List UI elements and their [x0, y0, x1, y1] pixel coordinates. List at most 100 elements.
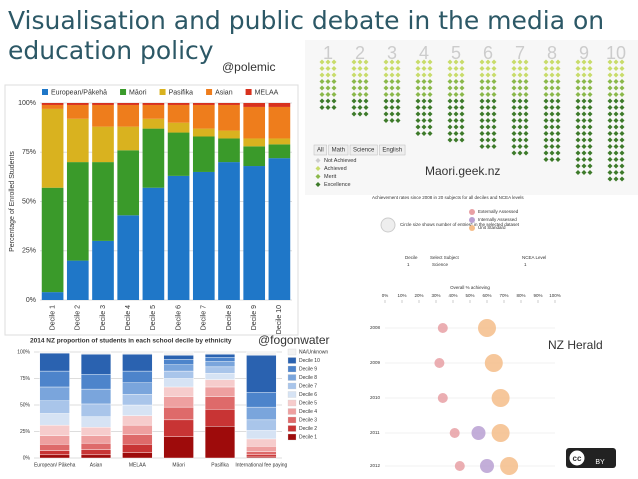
- dot-decor: [491, 59, 497, 65]
- tab[interactable]: Math: [332, 148, 345, 154]
- dot-decor: [607, 150, 613, 156]
- dot-decor: [613, 131, 619, 136]
- legend-label: Decile 4: [299, 409, 317, 415]
- dot-decor: [459, 66, 465, 71]
- bar-segment: [66, 118, 89, 163]
- dot-decor: [587, 137, 593, 143]
- tab-box: [328, 144, 349, 156]
- y-tick-label: 2011: [370, 430, 380, 435]
- dot-decor: [459, 137, 465, 143]
- dot-decor: [319, 79, 325, 84]
- dot-decor: [383, 111, 389, 117]
- dot-decor: [555, 118, 561, 123]
- legend-swatch: [120, 89, 127, 95]
- dot-decor: [517, 92, 523, 97]
- annotation: NZ Herald: [548, 338, 603, 352]
- dot-decor: [607, 59, 613, 65]
- dot: [480, 459, 494, 473]
- dot-decor: [613, 105, 619, 110]
- dot-decor: [383, 59, 389, 65]
- dot-decor: [485, 92, 491, 97]
- dot-decor: [453, 111, 459, 117]
- dot-decor: [607, 163, 613, 169]
- bar-segment: [122, 382, 153, 395]
- dot-decor: [543, 72, 549, 78]
- dot-decor: [453, 92, 459, 97]
- dot-decor: [575, 79, 581, 84]
- dot-decor: [459, 79, 465, 84]
- dot-decor: [549, 137, 555, 143]
- dot-decor: [479, 137, 485, 143]
- dot: [437, 323, 448, 333]
- dot-decor: [415, 79, 421, 84]
- dot-decor: [523, 111, 529, 117]
- dot-decor: [575, 118, 581, 123]
- dot-decor: [549, 105, 555, 110]
- chart-title: 2014 NZ proportion of students in each s…: [30, 338, 232, 345]
- y-tick-label: 100%: [17, 349, 30, 355]
- dot-decor: [549, 79, 555, 84]
- dot-decor: [351, 105, 357, 110]
- legend-marker: [315, 158, 321, 163]
- dot-decor: [479, 79, 485, 84]
- dot-decor: [453, 98, 459, 104]
- dot-decor: [555, 105, 561, 110]
- dot-decor: [427, 111, 433, 117]
- x-tick-label: 100%: [549, 293, 561, 298]
- column-label: 9: [579, 43, 589, 63]
- x-tick-label: 70%: [499, 293, 508, 298]
- dot-decor: [555, 92, 561, 97]
- dot-decor: [511, 79, 517, 84]
- dot-decor: [331, 79, 337, 84]
- dot-decor: [619, 66, 625, 71]
- dot-decor: [479, 66, 485, 71]
- dot-decor: [555, 131, 561, 136]
- dot-decor: [613, 150, 619, 156]
- dot-decor: [331, 85, 337, 91]
- dot-decor: [491, 111, 497, 117]
- dot-decor: [549, 111, 555, 117]
- dot-decor: [357, 92, 363, 97]
- bar-segment: [218, 162, 240, 300]
- bar-segment: [80, 449, 112, 456]
- legend-label: Decile 6: [299, 392, 317, 398]
- tab[interactable]: All: [317, 148, 324, 154]
- bar-segment: [204, 366, 236, 374]
- dot-decor: [575, 150, 581, 156]
- legend-label: NA/Unknown: [299, 349, 328, 355]
- dot-decor: [421, 124, 427, 130]
- dot-decor: [543, 150, 549, 156]
- dot-decor: [619, 144, 625, 149]
- bar-segment: [204, 357, 236, 362]
- dot-decor: [491, 105, 497, 110]
- legend-marker: [469, 209, 475, 215]
- x-tick-label: European/ Pākeha: [34, 462, 76, 468]
- bar-segment: [122, 353, 153, 372]
- bar-segment: [80, 427, 112, 436]
- dot: [500, 457, 519, 475]
- dot-decor: [619, 98, 625, 104]
- dot-decor: [607, 131, 613, 136]
- tab[interactable]: English: [382, 148, 402, 154]
- dot-decor: [549, 92, 555, 97]
- y-tick-label: 75%: [22, 149, 36, 156]
- tab[interactable]: Science: [353, 148, 375, 154]
- dot-decor: [511, 144, 517, 149]
- dot-decor: [511, 124, 517, 130]
- dot-decor: [587, 124, 593, 130]
- y-tick-label: 25%: [20, 429, 31, 435]
- dot-decor: [357, 98, 363, 104]
- dot-decor: [363, 92, 369, 97]
- x-tick-label: International fee paying: [235, 462, 287, 468]
- bar-segment: [39, 424, 70, 436]
- bar-segment: [204, 361, 236, 368]
- dot-decor: [543, 118, 549, 123]
- column-label: 8: [547, 43, 557, 63]
- dot-decor: [319, 92, 325, 97]
- bar-segment: [122, 452, 153, 459]
- dot-decor: [331, 98, 337, 104]
- dot-decor: [549, 124, 555, 130]
- x-tick-label: Māori: [172, 462, 185, 468]
- dot-decor: [619, 118, 625, 123]
